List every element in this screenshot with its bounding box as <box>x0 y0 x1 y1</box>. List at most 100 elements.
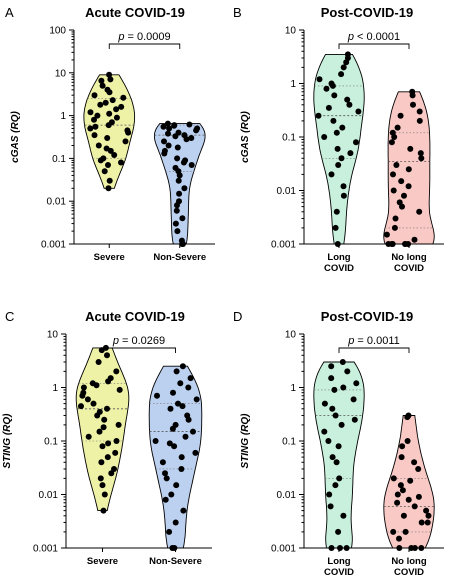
data-point <box>398 454 405 461</box>
significance-bracket <box>102 347 176 353</box>
data-point <box>402 241 409 247</box>
significance-bracket <box>108 43 181 49</box>
data-point <box>393 162 400 168</box>
p-value-label: p = 0.0011 <box>347 335 400 347</box>
data-point <box>423 507 430 514</box>
y-tick-label: 0.1 <box>52 154 66 165</box>
data-point <box>93 382 100 389</box>
data-point <box>91 92 98 99</box>
data-point <box>101 416 108 423</box>
data-point <box>106 71 113 78</box>
data-point <box>174 144 181 151</box>
data-point <box>91 132 98 139</box>
panel-title: Post-COVID-19 <box>321 5 413 20</box>
data-point <box>329 454 336 461</box>
data-point <box>87 109 94 116</box>
data-point <box>328 545 335 551</box>
y-tick-label: 0.01 <box>277 490 297 501</box>
data-point <box>111 152 118 158</box>
data-point <box>336 475 343 482</box>
y-tick-label: 10 <box>285 26 297 37</box>
data-point <box>120 94 127 101</box>
x-category-label: Severe <box>94 252 125 263</box>
data-point <box>95 142 102 149</box>
panel-letter: B <box>233 5 242 20</box>
data-point <box>99 443 106 450</box>
data-point <box>333 129 340 136</box>
data-point <box>399 443 406 450</box>
data-point <box>161 150 168 157</box>
data-point <box>321 134 328 140</box>
data-point <box>175 400 181 407</box>
data-point <box>105 440 112 447</box>
data-point <box>405 166 412 173</box>
data-point <box>347 150 354 157</box>
data-point <box>399 487 406 494</box>
y-tick-label: 100 <box>49 26 66 37</box>
data-point <box>315 112 322 119</box>
data-point <box>100 507 107 514</box>
data-point <box>409 92 416 99</box>
data-point <box>338 155 345 162</box>
data-point <box>404 414 411 421</box>
y-axis-label: STING (RQ) <box>240 413 251 469</box>
data-point <box>333 208 340 215</box>
data-point <box>166 528 173 535</box>
data-point <box>115 421 122 428</box>
data-point <box>163 475 170 482</box>
data-point <box>411 503 418 510</box>
data-point <box>176 190 183 197</box>
data-point <box>407 477 414 484</box>
data-point <box>385 241 392 247</box>
data-point <box>179 363 186 370</box>
data-point <box>97 475 104 482</box>
data-point <box>325 438 332 444</box>
data-point <box>383 231 390 238</box>
data-point <box>353 380 360 387</box>
p-value-label: p = 0.0009 <box>117 31 170 43</box>
data-point <box>415 466 422 472</box>
data-point <box>340 183 347 190</box>
data-point <box>173 368 180 375</box>
data-point <box>79 392 86 399</box>
data-point <box>405 496 412 503</box>
data-point <box>96 428 103 435</box>
data-point <box>340 512 347 519</box>
data-point <box>344 96 351 103</box>
y-axis-label: STING (RQ) <box>2 413 13 469</box>
data-point <box>90 400 97 407</box>
data-point <box>113 106 120 113</box>
data-point <box>424 519 431 526</box>
data-point <box>168 491 175 498</box>
data-point <box>323 85 330 92</box>
data-point <box>98 77 105 84</box>
y-tick-label: 10 <box>55 68 67 79</box>
data-point <box>332 224 339 231</box>
data-point <box>116 386 123 393</box>
data-point <box>118 103 125 110</box>
data-point <box>180 241 186 247</box>
data-point <box>78 403 84 410</box>
data-point <box>166 440 173 447</box>
data-point <box>391 224 398 231</box>
data-point <box>334 145 341 152</box>
y-axis-label: cGAS (RQ) <box>240 110 251 162</box>
data-point <box>187 375 194 382</box>
data-point <box>353 139 359 146</box>
data-point <box>109 97 116 104</box>
data-point <box>190 428 196 435</box>
x-category-label: COVID <box>324 567 354 578</box>
data-point <box>80 384 87 391</box>
data-point <box>105 185 112 192</box>
y-tick-label: 1 <box>52 383 58 394</box>
p-value-label: p = 0.0269 <box>112 335 165 347</box>
data-point <box>340 192 347 199</box>
data-point <box>416 108 423 115</box>
panel-title: Acute COVID-19 <box>85 5 185 20</box>
data-point <box>152 438 159 444</box>
data-point <box>104 405 110 412</box>
data-point <box>415 493 422 500</box>
data-point <box>417 150 424 157</box>
data-point <box>416 117 423 124</box>
data-point <box>94 112 101 119</box>
